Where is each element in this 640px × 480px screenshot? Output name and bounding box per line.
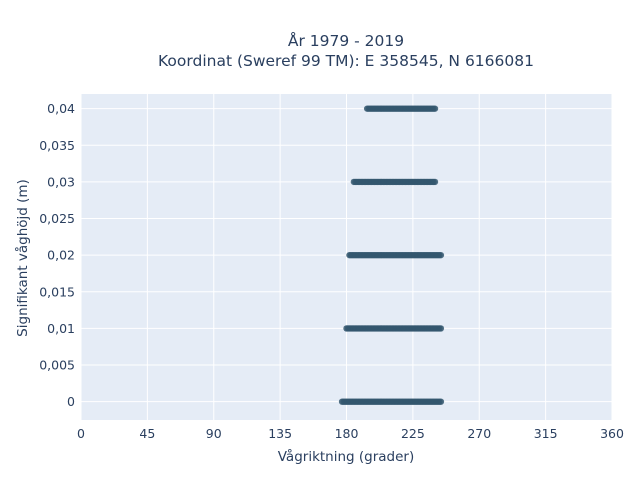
data-point [437, 251, 445, 259]
x-tick-label: 0 [77, 426, 85, 441]
data-points [338, 105, 445, 405]
chart-title-line-2: Koordinat (Sweref 99 TM): E 358545, N 61… [158, 52, 534, 70]
data-point [431, 105, 439, 112]
y-tick-labels: 0 0,005 0,01 0,015 0,02 0,025 0,03 0,035 0,04 [39, 101, 75, 409]
x-tick-label: 135 [268, 426, 292, 441]
x-tick-label: 315 [534, 426, 558, 441]
y-tick-label: 0,025 [39, 211, 75, 226]
y-tick-label: 0,005 [39, 358, 75, 373]
x-tick-label: 270 [467, 426, 491, 441]
y-tick-label: 0,02 [47, 248, 75, 263]
y-tick-label: 0,015 [39, 284, 75, 299]
y-tick-label: 0 [67, 394, 75, 409]
x-tick-label: 180 [335, 426, 359, 441]
x-tick-labels: 0 45 90 135 180 225 270 315 360 [77, 426, 624, 441]
x-tick-label: 90 [206, 426, 222, 441]
y-tick-label: 0,04 [47, 101, 75, 116]
data-point [437, 325, 445, 332]
x-tick-label: 45 [139, 426, 155, 441]
x-tick-label: 225 [401, 426, 425, 441]
data-point [431, 178, 439, 186]
x-tick-label: 360 [600, 426, 624, 441]
y-axis-label: Signifikant våghöjd (m) [14, 179, 31, 337]
y-tick-label: 0,03 [47, 174, 75, 189]
chart-title-line-1: År 1979 - 2019 [288, 31, 404, 50]
y-tick-label: 0,035 [39, 138, 75, 153]
data-point [437, 398, 445, 405]
y-tick-label: 0,01 [47, 321, 75, 336]
x-axis-label: Vågriktning (grader) [278, 448, 415, 465]
